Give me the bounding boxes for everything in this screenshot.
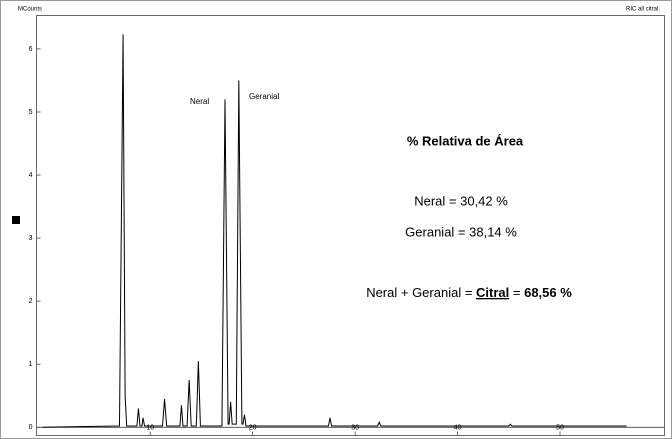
sum-part: Neral + Geranial = — [366, 285, 476, 300]
sum-part: 68,56 % — [524, 285, 572, 300]
x-tick-label: 30 — [351, 424, 359, 431]
y-tick-label: 5 — [29, 109, 33, 116]
sum-part: Citral — [476, 285, 509, 300]
y-tick-label: 6 — [29, 46, 33, 53]
trace — [42, 34, 627, 428]
x-tick-label: 50 — [556, 424, 564, 431]
plot-frame — [36, 15, 665, 436]
y-tick-label: 3 — [29, 235, 33, 242]
y-tick-label: 4 — [29, 172, 33, 179]
x-tick-label: 20 — [249, 424, 257, 431]
result: Geranial = 38,14 % — [405, 224, 517, 239]
sum-part: = — [509, 285, 524, 300]
x-tick-label: 10 — [146, 424, 154, 431]
y-axis-label: MCounts — [18, 7, 42, 13]
box-title: % Relativa de Área — [407, 133, 524, 148]
y-tick-label: 0 — [29, 424, 33, 431]
x-tick-label: 40 — [454, 424, 462, 431]
trace-label: RIC all citral. — [626, 7, 660, 13]
sum-line: Neral + Geranial = Citral = 68,56 % — [366, 285, 572, 300]
marker-square — [12, 216, 20, 224]
peak-label: Geranial — [249, 92, 279, 101]
peak-label: Neral — [190, 97, 209, 106]
result: Neral = 30,42 % — [414, 193, 508, 208]
y-tick-label: 2 — [29, 298, 33, 305]
y-tick-label: 1 — [29, 361, 33, 368]
